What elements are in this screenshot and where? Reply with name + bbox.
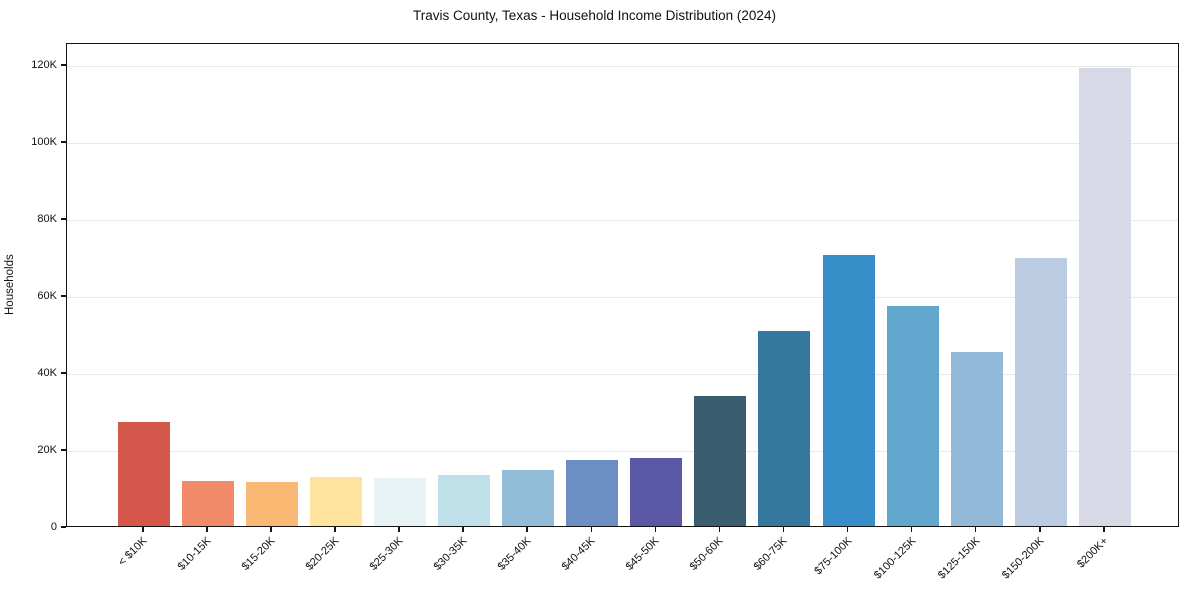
bar-40-45k: [566, 460, 619, 526]
gridline-80K: [67, 220, 1178, 221]
x-tick-mark: [206, 527, 208, 532]
bar-25-30k: [374, 477, 426, 526]
x-tick-mark: [718, 527, 721, 532]
x-tick-mark: [142, 527, 144, 532]
x-tick-mark: [526, 527, 528, 532]
bar-10-15k: [181, 480, 234, 526]
gridline-120K: [67, 65, 1178, 67]
bar-30-35k: [438, 475, 491, 526]
bar-15-20k: [245, 482, 298, 526]
bar-75-100k: [822, 254, 875, 526]
y-tick-label: 40K: [37, 367, 57, 379]
x-tick-mark: [590, 527, 592, 532]
y-tick-mark: [61, 295, 66, 297]
gridline-40K: [67, 374, 1178, 375]
x-tick-mark: [846, 527, 849, 532]
y-tick-label: 100K: [31, 136, 57, 148]
y-tick-mark: [61, 449, 66, 451]
bar-60-75k: [758, 331, 811, 526]
chart-title: Travis County, Texas - Household Income …: [413, 8, 776, 23]
bar-10k: [117, 421, 170, 526]
bar-35-40k: [502, 469, 555, 526]
gridline-60K: [67, 297, 1178, 298]
y-tick-mark: [61, 64, 66, 66]
y-axis-label: Households: [4, 254, 16, 316]
x-tick-mark: [334, 527, 336, 532]
y-tick-label: 80K: [37, 213, 57, 225]
plot-area: [66, 43, 1179, 527]
bar-150-200k: [1014, 258, 1067, 526]
y-tick-label: 120K: [31, 58, 57, 71]
x-tick-mark: [398, 527, 400, 532]
x-tick-mark: [1039, 527, 1041, 532]
bar-45-50k: [630, 457, 683, 526]
y-tick-mark: [61, 218, 66, 220]
x-tick-mark: [910, 527, 913, 532]
x-tick-mark: [1103, 527, 1105, 532]
bar-125-150k: [950, 352, 1003, 526]
y-tick-mark: [61, 141, 66, 143]
x-tick-mark: [782, 527, 785, 532]
y-tick-label: 20K: [37, 444, 57, 456]
x-tick-mark: [270, 527, 272, 532]
gridline-20K: [67, 451, 1178, 452]
y-tick-label: 60K: [37, 290, 57, 302]
x-tick-mark: [654, 527, 657, 532]
bar-50-60k: [694, 395, 747, 526]
gridline-100K: [67, 143, 1178, 144]
x-tick-mark: [974, 527, 977, 532]
x-tick-mark: [462, 527, 464, 532]
y-tick-mark: [61, 372, 66, 374]
y-tick-label: 0: [50, 521, 57, 533]
bar-100-125k: [886, 305, 939, 526]
y-tick-mark: [61, 526, 66, 528]
bar-20-25k: [310, 476, 362, 526]
x-tick-label: < $10K: [115, 535, 150, 569]
bar-200k: [1078, 67, 1131, 526]
